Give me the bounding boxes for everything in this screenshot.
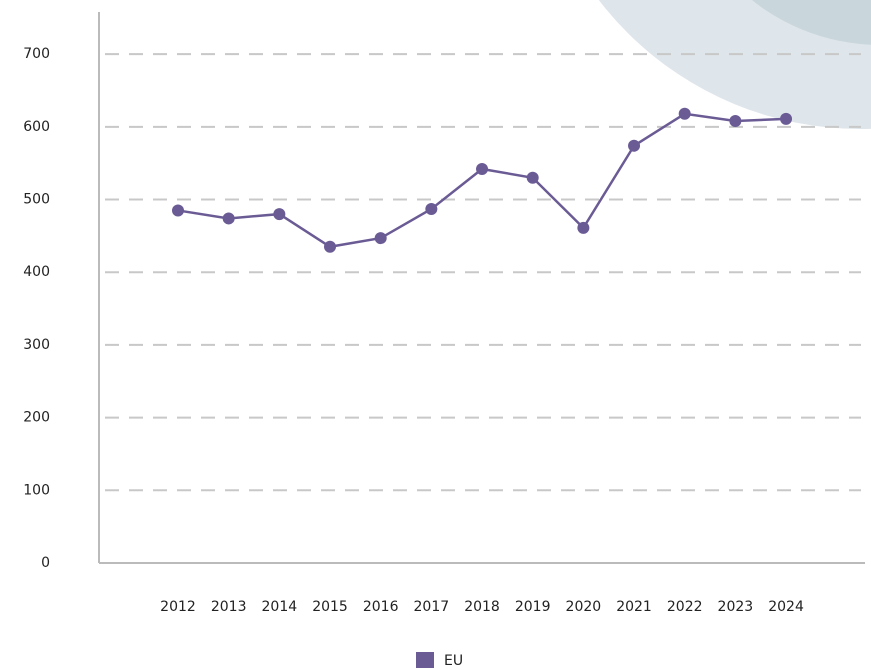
x-tick-label: 2017 xyxy=(414,599,450,615)
x-tick-label: 2012 xyxy=(160,599,196,615)
y-tick-label: 400 xyxy=(23,264,50,280)
y-tick-label: 300 xyxy=(23,337,50,353)
x-tick-label: 2019 xyxy=(515,599,551,615)
x-tick-label: 2014 xyxy=(262,599,298,615)
y-tick-label: 600 xyxy=(23,119,50,135)
y-tick-label: 200 xyxy=(23,410,50,426)
legend-label: EU xyxy=(444,653,463,669)
point xyxy=(374,232,387,245)
point xyxy=(273,208,286,221)
point xyxy=(729,115,742,128)
point xyxy=(678,107,691,120)
point xyxy=(172,204,184,217)
x-tick-label: 2015 xyxy=(312,599,348,615)
legend-swatch xyxy=(416,652,434,668)
x-tick-label: 2020 xyxy=(566,599,602,615)
x-tick-label: 2024 xyxy=(768,599,804,615)
x-tick-label: 2018 xyxy=(464,599,500,615)
x-tick-label: 2022 xyxy=(667,599,703,615)
point xyxy=(628,139,641,152)
point xyxy=(324,240,337,253)
point xyxy=(222,212,235,225)
y-tick-label: 0 xyxy=(41,555,50,571)
series-line xyxy=(177,112,787,249)
x-tick-label: 2023 xyxy=(718,599,754,615)
decor-circle xyxy=(598,0,871,129)
y-tick-label: 500 xyxy=(23,192,50,208)
point xyxy=(425,202,438,215)
x-tick-label: 2013 xyxy=(211,599,247,615)
point xyxy=(577,221,590,234)
point xyxy=(476,163,489,176)
x-tick-label: 2021 xyxy=(616,599,652,615)
point xyxy=(780,112,793,125)
x-tick-label: 2016 xyxy=(363,599,399,615)
point xyxy=(526,171,539,184)
y-tick-label: 700 xyxy=(23,46,50,62)
decor-circle xyxy=(751,0,871,45)
y-tick-label: 100 xyxy=(23,482,50,498)
